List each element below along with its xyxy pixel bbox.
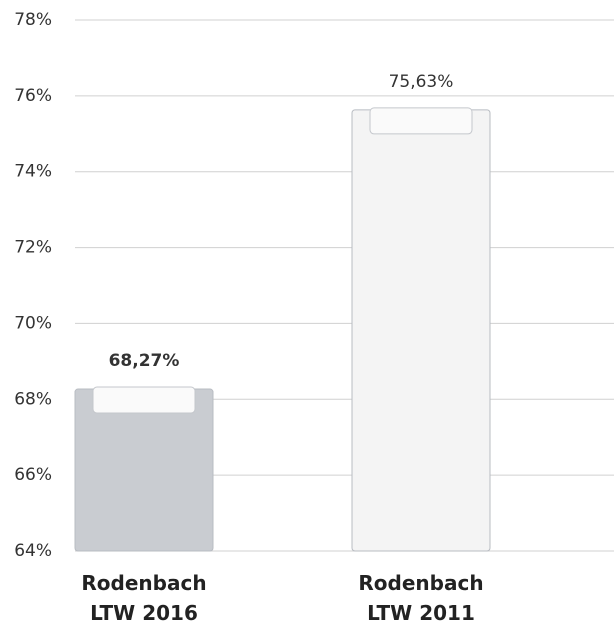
y-tick-label: 78% [14, 10, 52, 30]
y-tick-label: 70% [14, 313, 52, 333]
y-tick-label: 72% [14, 238, 52, 258]
bar-lid [369, 107, 473, 135]
y-tick-label: 74% [14, 162, 52, 182]
bar [351, 109, 491, 552]
x-tick-label: Rodenbach LTW 2011 [358, 571, 484, 625]
bar-lid [92, 386, 196, 414]
y-tick-label: 76% [14, 86, 52, 106]
value-label: 68,27% [109, 351, 180, 371]
y-tick-label: 64% [14, 541, 52, 561]
y-tick-label: 66% [14, 465, 52, 485]
value-label: 75,63% [389, 72, 454, 92]
y-tick-label: 68% [14, 389, 52, 409]
x-tick-label: Rodenbach LTW 2016 [81, 571, 207, 625]
